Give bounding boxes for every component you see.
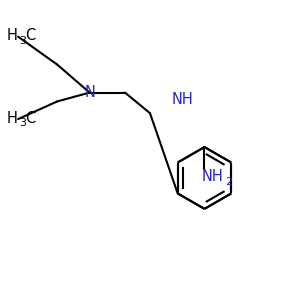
Text: N: N <box>84 85 95 100</box>
Text: NH: NH <box>202 169 223 184</box>
Text: H: H <box>6 28 17 43</box>
Text: C: C <box>26 28 36 43</box>
Text: 3: 3 <box>20 36 27 46</box>
Text: C: C <box>26 111 36 126</box>
Text: NH: NH <box>172 92 194 107</box>
Text: 2: 2 <box>225 177 232 187</box>
Text: H: H <box>6 111 17 126</box>
Text: 3: 3 <box>20 118 27 128</box>
